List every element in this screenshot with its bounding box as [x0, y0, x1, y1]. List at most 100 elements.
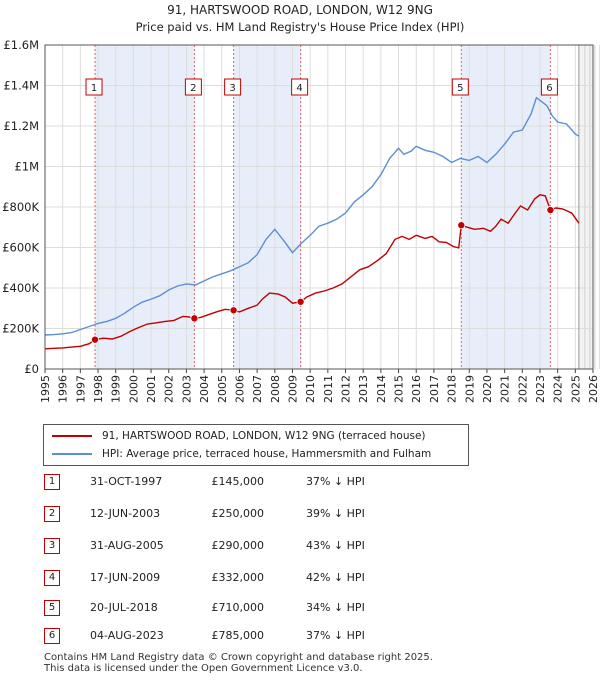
sale-marker-badge: 4 [44, 570, 60, 586]
y-tick-label: £1.2M [3, 119, 39, 133]
sale-date: 04-AUG-2023 [90, 629, 164, 642]
footer-copyright: Contains HM Land Registry data © Crown c… [44, 652, 433, 663]
sale-hpi-diff: 37% ↓ HPI [306, 629, 365, 642]
x-tick-label: 2009 [286, 375, 299, 403]
x-tick-label: 2017 [428, 375, 441, 403]
sale-marker-badge: 5 [44, 600, 60, 616]
sale-date: 17-JUN-2009 [90, 571, 161, 584]
sale-price: £250,000 [211, 507, 265, 520]
chart-title: 91, HARTSWOOD ROAD, LONDON, W12 9NG [167, 3, 433, 17]
x-tick-label: 1998 [92, 375, 105, 403]
x-tick-label: 2018 [446, 375, 459, 403]
x-tick-label: 1997 [74, 375, 87, 403]
sale-point [229, 306, 238, 315]
x-tick-label: 2011 [322, 375, 335, 403]
x-tick-label: 2004 [198, 375, 211, 403]
x-tick-label: 2019 [463, 375, 476, 403]
sale-price: £785,000 [211, 629, 265, 642]
sale-marker-box [184, 78, 202, 96]
sale-marker-box [85, 78, 103, 96]
sale-hpi-diff: 39% ↓ HPI [306, 507, 365, 520]
sale-marker-label: 4 [291, 78, 309, 96]
x-tick-label: 2025 [569, 375, 582, 403]
sale-hpi-diff: 37% ↓ HPI [306, 475, 365, 488]
sale-marker-label: 2 [184, 78, 202, 96]
sale-date: 31-OCT-1997 [90, 475, 163, 488]
x-tick-label: 2022 [516, 375, 529, 403]
sale-marker-badge: 2 [44, 506, 60, 522]
table-row: 3 31-AUG-2005 £290,000 43% ↓ HPI [44, 536, 464, 556]
sale-point [190, 314, 199, 323]
hpi-series-line [44, 96, 580, 336]
sale-price: £145,000 [211, 475, 265, 488]
legend-item-hpi: HPI: Average price, terraced house, Hamm… [52, 445, 431, 463]
sale-marker-label: 3 [224, 78, 242, 96]
x-tick-label: 1995 [39, 375, 52, 403]
sale-marker-badge: 1 [44, 474, 60, 490]
x-tick-label: 2010 [304, 375, 317, 403]
plot-frame [44, 44, 594, 370]
sale-marker-badge: 3 [44, 538, 60, 554]
x-tick-label: 2006 [233, 375, 246, 403]
y-tick-label: £1M [14, 160, 39, 174]
sale-price: £710,000 [211, 601, 265, 614]
x-tick-label: 2021 [499, 375, 512, 403]
sale-hpi-diff: 34% ↓ HPI [306, 601, 365, 614]
sale-point [457, 221, 466, 230]
sale-marker-number: 3 [229, 83, 235, 94]
sale-marker-box [540, 78, 558, 96]
property-series-line [44, 194, 580, 350]
table-row: 4 17-JUN-2009 £332,000 42% ↓ HPI [44, 568, 464, 588]
sale-marker-number: 4 [296, 83, 302, 94]
sale-price: £290,000 [211, 539, 265, 552]
sale-price: £332,000 [211, 571, 265, 584]
y-tick-label: £800K [2, 200, 39, 214]
price-chart: 91, HARTSWOOD ROAD, LONDON, W12 9NG Pric… [2, 3, 600, 403]
sale-marker-label: 5 [451, 78, 469, 96]
table-row: 6 04-AUG-2023 £785,000 37% ↓ HPI [44, 626, 464, 646]
sale-point [296, 297, 305, 306]
sale-marker-box [291, 78, 309, 96]
x-tick-label: 2012 [340, 375, 353, 403]
chart-subtitle: Price paid vs. HM Land Registry's House … [136, 20, 465, 34]
legend-label-property: 91, HARTSWOOD ROAD, LONDON, W12 9NG (ter… [102, 430, 426, 442]
legend-swatch-property [52, 435, 92, 437]
sale-marker-number: 2 [190, 83, 196, 94]
y-tick-label: £200K [2, 322, 39, 336]
footer-attribution: Contains HM Land Registry data © Crown c… [44, 652, 433, 674]
sale-marker-box [224, 78, 242, 96]
sale-date: 20-JUL-2018 [90, 601, 158, 614]
x-tick-label: 2003 [180, 375, 193, 403]
table-row: 5 20-JUL-2018 £710,000 34% ↓ HPI [44, 598, 464, 618]
sale-marker-badge: 6 [44, 628, 60, 644]
y-tick-label: £1.4M [3, 79, 39, 93]
x-tick-label: 2001 [145, 375, 158, 403]
x-tick-label: 2014 [375, 375, 388, 403]
sale-marker-number: 6 [546, 83, 552, 94]
x-tick-label: 2000 [127, 375, 140, 403]
x-tick-label: 2007 [251, 375, 264, 403]
sale-point [546, 206, 555, 215]
x-tick-label: 1996 [57, 375, 70, 403]
sale-hpi-diff: 42% ↓ HPI [306, 571, 365, 584]
sale-date: 12-JUN-2003 [90, 507, 161, 520]
sale-marker-label: 1 [85, 78, 103, 96]
sale-marker-box [451, 78, 469, 96]
x-tick-label: 2016 [410, 375, 423, 403]
x-tick-label: 2024 [552, 375, 565, 403]
sale-marker-label: 6 [540, 78, 558, 96]
x-tick-label: 2015 [393, 375, 406, 403]
table-row: 2 12-JUN-2003 £250,000 39% ↓ HPI [44, 504, 464, 524]
y-tick-label: £1.6M [3, 38, 39, 52]
x-tick-label: 1999 [110, 375, 123, 403]
sale-point [91, 335, 100, 344]
x-tick-label: 2020 [481, 375, 494, 403]
chart-legend: 91, HARTSWOOD ROAD, LONDON, W12 9NG (ter… [43, 424, 469, 466]
sale-marker-number: 5 [457, 83, 463, 94]
table-row: 1 31-OCT-1997 £145,000 37% ↓ HPI [44, 472, 464, 492]
y-tick-label: £400K [2, 281, 39, 295]
y-tick-label: £0 [24, 362, 39, 376]
x-tick-label: 2023 [534, 375, 547, 403]
footer-licence: This data is licensed under the Open Gov… [44, 663, 363, 674]
y-tick-label: £600K [2, 241, 39, 255]
